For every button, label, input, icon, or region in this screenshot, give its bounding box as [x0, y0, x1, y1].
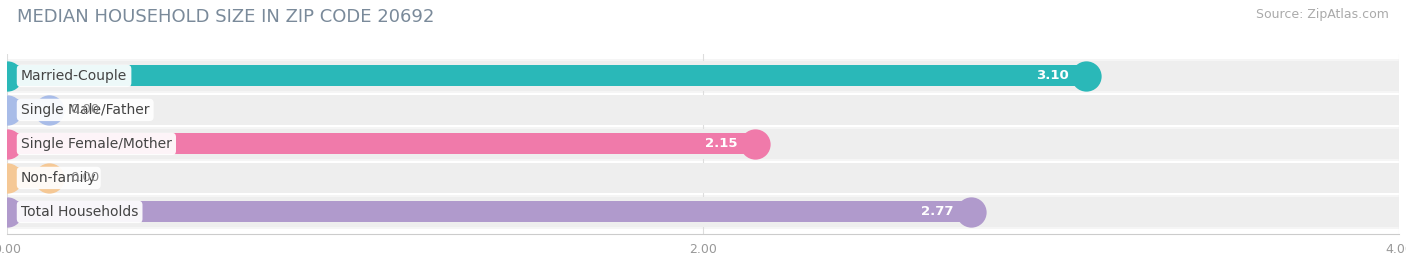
Bar [7, 99, 49, 121]
Bar [7, 61, 1399, 91]
Point [1074, 74, 1097, 78]
Text: Total Households: Total Households [21, 205, 138, 219]
Text: 0.00: 0.00 [70, 171, 98, 185]
Text: Single Male/Father: Single Male/Father [21, 103, 149, 117]
Bar [7, 161, 1399, 195]
Bar [7, 93, 1399, 127]
Bar [7, 163, 1399, 193]
Bar [7, 59, 1399, 93]
Bar [7, 201, 972, 222]
Text: 2.77: 2.77 [921, 206, 953, 218]
Point [744, 142, 766, 146]
Point [960, 210, 983, 214]
Bar [7, 195, 1399, 229]
Bar [7, 127, 1399, 161]
Text: Source: ZipAtlas.com: Source: ZipAtlas.com [1256, 8, 1389, 21]
Point [38, 176, 60, 180]
Text: 0.00: 0.00 [70, 103, 98, 116]
Bar [7, 197, 1399, 227]
Text: 3.10: 3.10 [1036, 69, 1069, 82]
Point [0, 210, 18, 214]
Point [0, 108, 18, 112]
Bar [7, 129, 1399, 159]
Text: 2.15: 2.15 [706, 137, 738, 150]
Bar [7, 65, 1085, 86]
Bar [7, 133, 755, 154]
Point [0, 142, 18, 146]
Point [0, 176, 18, 180]
Bar [7, 95, 1399, 125]
Text: Married-Couple: Married-Couple [21, 69, 127, 83]
Text: MEDIAN HOUSEHOLD SIZE IN ZIP CODE 20692: MEDIAN HOUSEHOLD SIZE IN ZIP CODE 20692 [17, 8, 434, 26]
Text: Non-family: Non-family [21, 171, 97, 185]
Point [0, 74, 18, 78]
Text: Single Female/Mother: Single Female/Mother [21, 137, 172, 151]
Bar [7, 167, 49, 189]
Point [38, 108, 60, 112]
